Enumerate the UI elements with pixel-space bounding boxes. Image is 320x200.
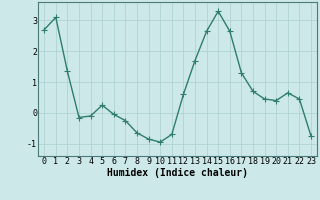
X-axis label: Humidex (Indice chaleur): Humidex (Indice chaleur) [107, 168, 248, 178]
